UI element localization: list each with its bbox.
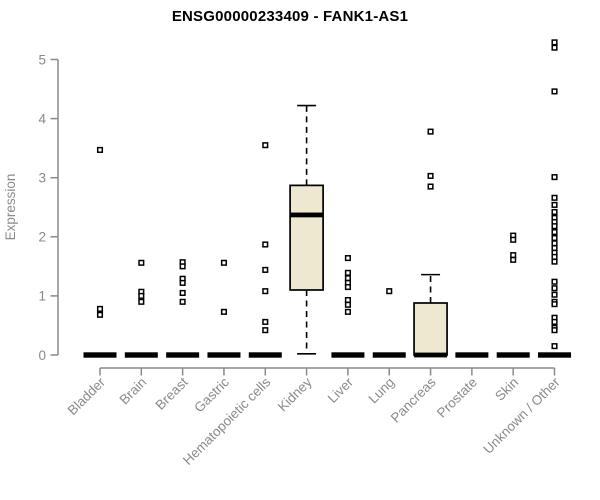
x-tick-label: Liver xyxy=(325,374,357,406)
x-tick-label: Brain xyxy=(117,375,150,408)
outlier-point xyxy=(551,88,558,95)
collapsed-box xyxy=(166,352,200,358)
x-tick-label: Kidney xyxy=(275,374,315,414)
outlier-point xyxy=(551,343,558,350)
y-tick-label: 1 xyxy=(38,289,46,304)
outlier-point xyxy=(551,285,558,292)
y-tick-label: 0 xyxy=(38,348,46,363)
outlier-point xyxy=(551,234,558,242)
outlier-point xyxy=(179,298,186,305)
collapsed-box xyxy=(496,352,530,358)
outlier-point xyxy=(551,278,558,285)
y-tick-label: 4 xyxy=(38,111,46,126)
outlier-point xyxy=(344,308,351,315)
outlier-point xyxy=(551,39,558,46)
outlier-point xyxy=(96,305,104,312)
collapsed-box xyxy=(207,352,241,358)
outlier-point xyxy=(551,291,558,298)
x-tick-label: Lung xyxy=(366,375,398,407)
box xyxy=(413,302,448,356)
outlier-point xyxy=(344,296,351,304)
outlier-point xyxy=(510,236,517,243)
outlier-point xyxy=(551,327,558,334)
outlier-point xyxy=(262,241,269,248)
outlier-point xyxy=(551,258,558,265)
median-line xyxy=(290,212,324,218)
outlier-point xyxy=(220,259,228,266)
outlier-point xyxy=(551,174,558,181)
outlier-point xyxy=(551,244,558,252)
box xyxy=(289,184,324,291)
outlier-point xyxy=(138,298,145,305)
outlier-point xyxy=(344,269,351,276)
outlier-point xyxy=(138,259,145,266)
outlier-point xyxy=(179,289,186,296)
outlier-point xyxy=(551,208,558,216)
outlier-point xyxy=(344,301,351,308)
collapsed-box xyxy=(124,352,158,358)
collapsed-box xyxy=(248,352,282,358)
outlier-point xyxy=(344,275,351,282)
outlier-point xyxy=(427,183,434,190)
y-axis-title: Expression xyxy=(3,174,18,241)
collapsed-box xyxy=(538,352,572,358)
outlier-point xyxy=(510,256,517,263)
x-tick-label: Pancreas xyxy=(388,374,439,425)
outlier-point xyxy=(551,229,558,236)
x-tick-label: Prostate xyxy=(434,375,480,421)
outlier-point xyxy=(262,266,269,273)
outlier-point xyxy=(96,311,104,318)
outlier-point xyxy=(551,301,558,308)
outlier-point xyxy=(551,240,558,247)
outlier-point xyxy=(138,292,145,299)
collapsed-box xyxy=(83,352,117,358)
outlier-point xyxy=(262,327,269,334)
outlier-point xyxy=(427,172,434,179)
outlier-point xyxy=(344,283,351,291)
outlier-point xyxy=(551,44,558,51)
collapsed-box xyxy=(331,352,365,358)
outlier-point xyxy=(96,146,104,153)
x-tick-label: Gastric xyxy=(191,374,232,415)
outlier-point xyxy=(386,288,393,295)
y-tick-label: 3 xyxy=(38,171,46,186)
outlier-point xyxy=(551,201,558,208)
collapsed-box xyxy=(372,352,406,358)
outlier-point xyxy=(179,263,186,270)
outlier-point xyxy=(551,253,558,260)
median-line xyxy=(414,352,448,358)
outlier-point xyxy=(220,308,228,315)
chart-title: ENSG00000233409 - FANK1-AS1 xyxy=(171,8,409,25)
outlier-point xyxy=(427,128,434,135)
collapsed-box xyxy=(455,352,489,358)
outlier-point xyxy=(262,142,269,149)
outlier-point xyxy=(179,279,186,286)
outlier-point xyxy=(262,318,269,325)
outlier-point xyxy=(551,194,558,201)
x-tick-label: Unknown / Other xyxy=(480,374,563,457)
outlier-point xyxy=(344,255,351,262)
x-tick-label: Bladder xyxy=(65,374,109,418)
x-tick-label: Breast xyxy=(153,374,191,412)
outlier-point xyxy=(551,318,558,325)
outlier-point xyxy=(510,252,517,259)
outlier-point xyxy=(262,288,269,295)
x-tick-label: Skin xyxy=(492,375,521,404)
outlier-point xyxy=(551,223,558,230)
y-tick-label: 2 xyxy=(38,230,46,245)
y-tick-label: 5 xyxy=(38,52,46,67)
